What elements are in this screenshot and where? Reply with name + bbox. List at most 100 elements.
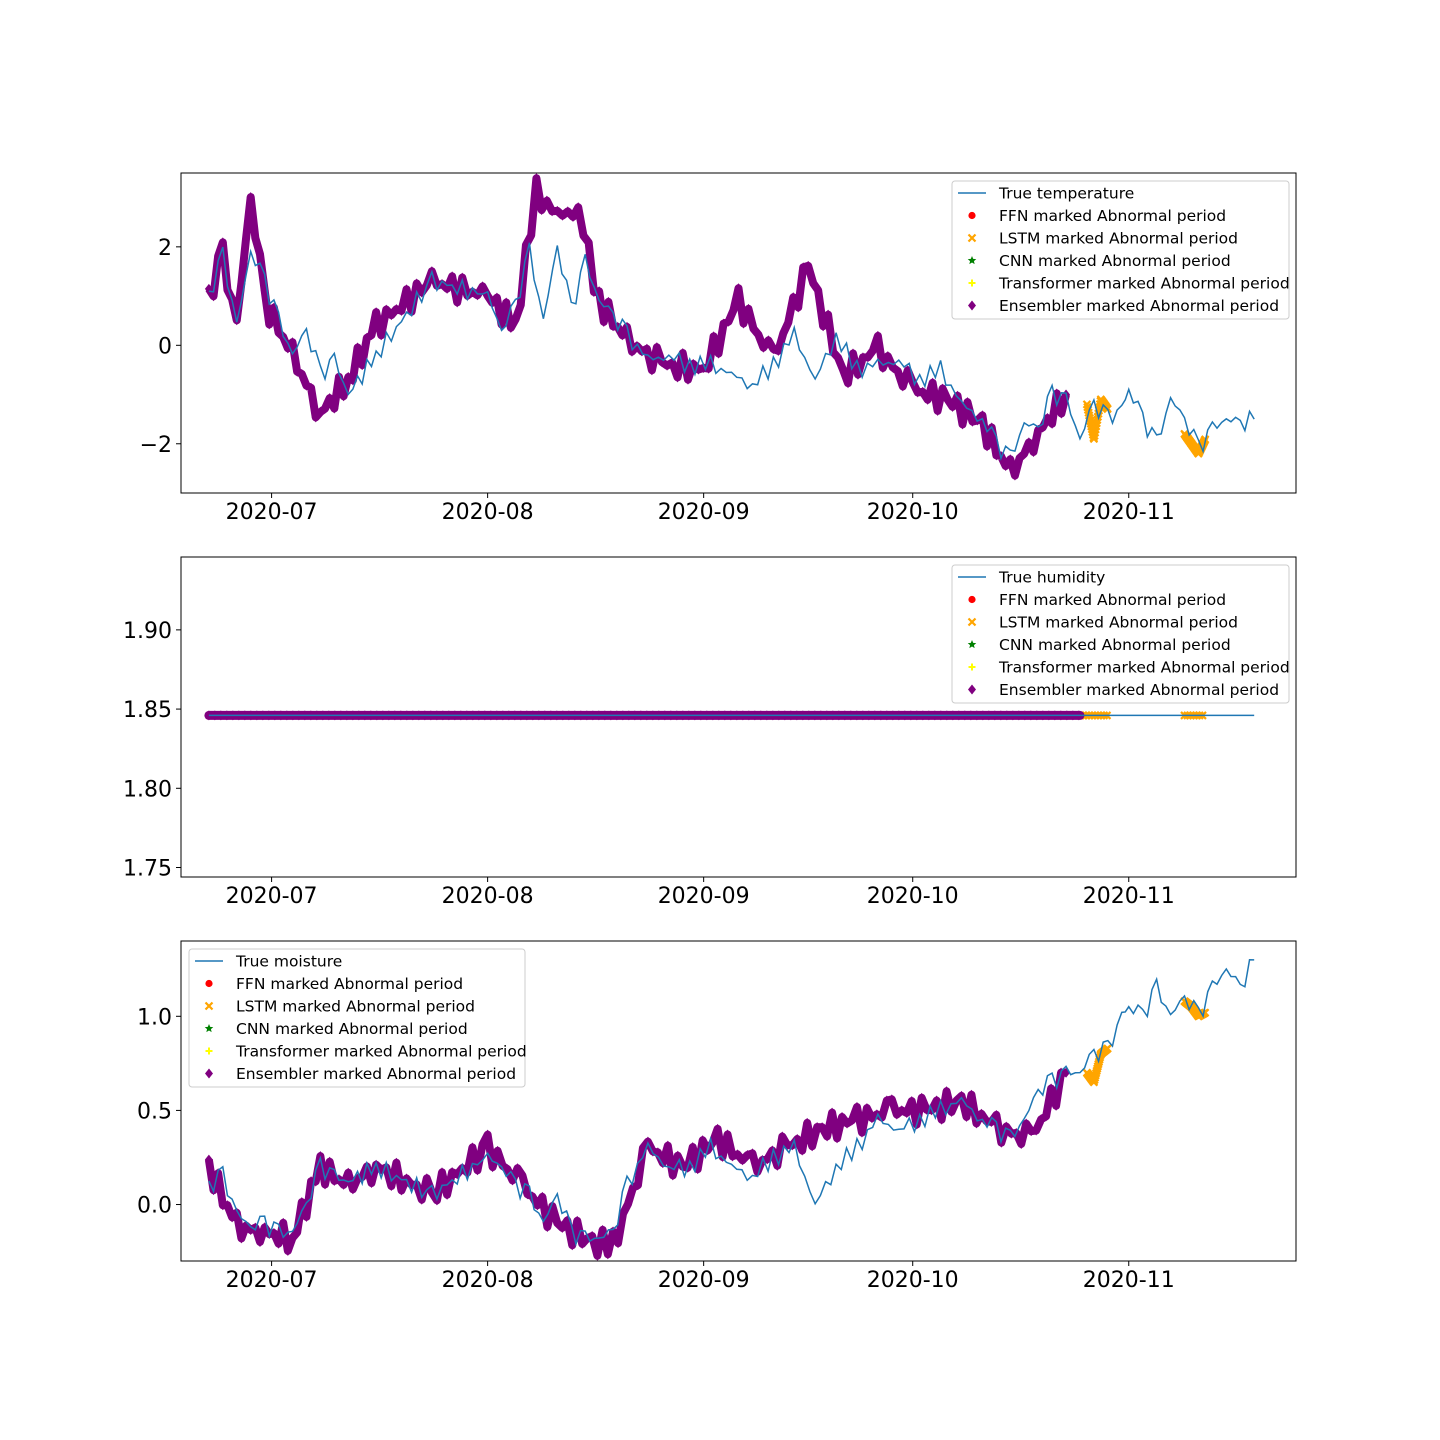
ensembler-marker (593, 1250, 602, 1261)
ensembler-marker (506, 322, 515, 333)
ensembler-marker (578, 1238, 587, 1249)
ensembler-marker (604, 296, 613, 307)
ensembler-marker (992, 450, 1001, 461)
ensembler-marker (325, 1156, 334, 1167)
ensembler-marker (633, 1180, 642, 1191)
ensembler-marker (473, 290, 482, 301)
ensembler-marker (734, 283, 743, 294)
ensembler-marker (574, 202, 583, 213)
ensembler-marker (828, 1107, 837, 1118)
ensembler-marker (813, 1122, 822, 1133)
ensembler-marker (907, 1096, 916, 1107)
x-tick-label: 2020-10 (867, 884, 959, 909)
ensembler-marker (1001, 461, 1010, 472)
legend-diamond-swatch (968, 684, 976, 695)
ensembler-marker (542, 195, 551, 206)
ensembler-marker (344, 1167, 353, 1178)
ensembler-marker (518, 1170, 527, 1181)
legend-box (951, 180, 1290, 320)
ensembler-marker (558, 1222, 567, 1233)
ensembler-marker (242, 233, 251, 244)
ensembler-marker (789, 292, 798, 303)
ensembler-marker (1043, 413, 1052, 424)
ensembler-marker (468, 1142, 477, 1153)
ensembler-marker (584, 237, 593, 248)
ensembler-marker (1010, 470, 1019, 481)
ensembler-marker (503, 1164, 512, 1175)
legend-label: True temperature (998, 185, 1134, 203)
ensembler-marker (824, 309, 833, 320)
legend-label: FFN marked Abnormal period (236, 975, 463, 993)
true-line (208, 242, 1255, 461)
ensembler-marker (794, 302, 803, 313)
ensembler-marker (237, 278, 246, 289)
ensembler-marker (255, 1236, 264, 1247)
ensembler-marker (589, 286, 598, 297)
ensembler-marker (713, 1123, 722, 1134)
ensembler-marker (968, 416, 977, 427)
ensembler-marker (724, 316, 733, 327)
chart-panel-2: 2020-07 2020-08 2020-09 2020-10 2020-11 1.75 1… (123, 556, 1297, 909)
ensembler-marker (417, 1194, 426, 1205)
x-tick-label: 2020-09 (658, 884, 750, 909)
ensembler-marker (759, 342, 768, 353)
legend-x-swatch (204, 1001, 214, 1011)
legend-label: Ensembler marked Abnormal period (236, 1065, 516, 1083)
ensembler-marker (957, 1090, 966, 1101)
legend-x-swatch (967, 617, 977, 627)
x-tick-label: 2020-11 (1083, 500, 1175, 525)
ensembler-marker (932, 1095, 941, 1106)
legend-dot-swatch (968, 211, 976, 220)
legend-label: Transformer marked Abnormal period (998, 275, 1290, 293)
ensembler-marker (642, 343, 651, 354)
ensembler-marker (288, 1232, 297, 1243)
ensembler-marker (438, 1167, 447, 1178)
ensembler-marker (937, 1114, 946, 1125)
ensembler-marker (833, 1133, 842, 1144)
legend-label: LSTM marked Abnormal period (999, 614, 1238, 632)
ensembler-marker (668, 1170, 677, 1181)
ensembler-marker (778, 1131, 787, 1142)
ensembler-marker (923, 394, 932, 405)
legend-entry: Transformer marked Abnormal period (968, 275, 1290, 293)
ensembler-marker (223, 1200, 232, 1211)
ensembler-marker (733, 1149, 742, 1160)
ensembler-marker (983, 441, 992, 452)
ensembler-marker (663, 1140, 672, 1151)
ensembler-marker (729, 305, 738, 316)
ensembler-marker (709, 331, 718, 342)
y-tick-label: 2 (158, 236, 172, 261)
ensembler-marker (723, 1129, 732, 1140)
plot-content (204, 173, 1255, 481)
legend: True humidity FFN marked Abnormal period L… (951, 564, 1290, 704)
ensembler-marker (579, 230, 588, 241)
ensembler-marker (852, 1102, 861, 1113)
x-tick-label: 2020-07 (226, 884, 318, 909)
ensembler-marker (204, 1154, 213, 1165)
ensembler-marker (321, 1179, 330, 1190)
legend-label: Transformer marked Abnormal period (998, 659, 1290, 677)
ensembler-marker (397, 1185, 406, 1196)
ensembler-marker (963, 397, 972, 408)
ensembler-marker (614, 1238, 623, 1249)
legend-star-swatch (967, 640, 977, 649)
x-tick-label: 2020-08 (442, 1268, 534, 1293)
ensembler-marker (402, 284, 411, 295)
ensembler-marker (798, 1145, 807, 1156)
ensembler-marker (443, 283, 452, 294)
ensembler-marker (412, 278, 421, 289)
ensembler-marker (488, 1162, 497, 1173)
ensembler-marker (311, 412, 320, 423)
ensembler-marker (448, 271, 457, 282)
ensembler-marker (688, 1142, 697, 1153)
ensembler-marker (443, 1189, 452, 1200)
ensembler-marker (473, 1165, 482, 1176)
ensembler-marker (1048, 418, 1057, 429)
ensembler-marker (917, 1092, 926, 1103)
ensembler-marker (652, 342, 661, 353)
ensembler-marker (844, 378, 853, 389)
ensembler-marker (739, 318, 748, 329)
legend-entry: FFN marked Abnormal period (205, 975, 463, 993)
legend-label: Transformer marked Abnormal period (235, 1043, 527, 1061)
